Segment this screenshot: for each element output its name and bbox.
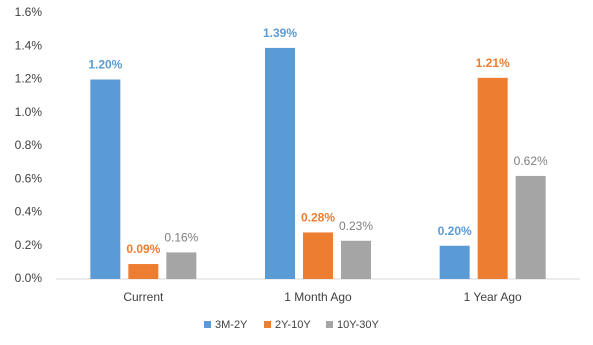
y-tick-label: 0.2% [15, 238, 43, 252]
y-tick-label: 0.0% [15, 271, 43, 285]
data-label: 1.21% [476, 56, 510, 70]
y-tick-label: 1.0% [15, 105, 43, 119]
y-tick-label: 1.2% [15, 72, 43, 86]
x-tick-label: 1 Year Ago [464, 290, 522, 304]
data-label: 0.20% [438, 224, 472, 238]
data-label: 0.28% [301, 211, 335, 225]
bar [439, 245, 470, 279]
data-label: 0.09% [126, 242, 160, 256]
y-tick-label: 1.6% [15, 5, 43, 19]
bar [265, 47, 295, 279]
bar [477, 77, 508, 280]
y-tick-label: 0.4% [15, 205, 43, 219]
legend-label: 3M-2Y [215, 319, 248, 331]
bar [166, 252, 197, 279]
y-tick-label: 0.8% [15, 138, 43, 152]
y-tick-label: 0.6% [15, 171, 43, 185]
data-label: 1.39% [263, 26, 297, 40]
bar [90, 79, 121, 279]
bar [341, 240, 371, 279]
legend-swatch [204, 321, 211, 328]
bar [128, 264, 159, 279]
data-label: 0.16% [164, 231, 198, 245]
legend-label: 10Y-30Y [337, 319, 379, 331]
x-tick-label: Current [123, 290, 164, 304]
data-label: 0.23% [339, 219, 373, 233]
data-label: 0.62% [514, 154, 548, 168]
bar [515, 175, 546, 279]
bar [303, 232, 333, 279]
data-label: 1.20% [88, 58, 122, 72]
x-tick-label: 1 Month Ago [284, 290, 352, 304]
y-tick-label: 1.4% [15, 38, 43, 52]
legend-swatch [264, 321, 271, 328]
legend-label: 2Y-10Y [275, 319, 311, 331]
legend-swatch [326, 321, 333, 328]
